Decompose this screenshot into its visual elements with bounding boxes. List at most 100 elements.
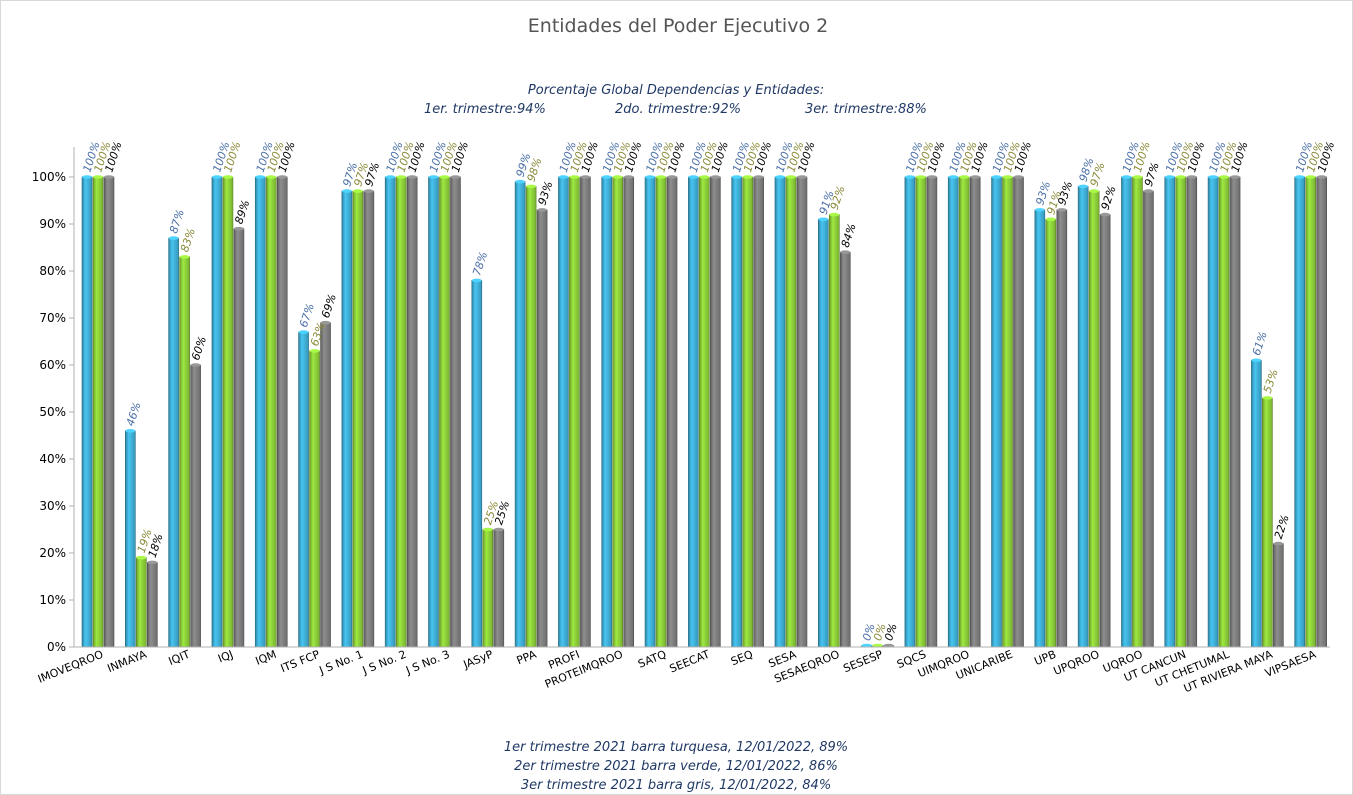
bar-cap [1186,175,1197,179]
bar-cap [1251,358,1262,363]
data-label: 78% [470,250,490,277]
bar-cap [1294,175,1305,179]
bar [958,176,970,648]
bar [352,190,364,648]
y-tick-label: 40% [39,452,66,466]
data-label: 46% [124,400,144,427]
bar-cap [309,349,320,353]
bar [699,176,710,648]
bar [1121,176,1132,648]
bar-cap [450,175,461,179]
y-tick-label: 100% [32,170,66,184]
bar [341,190,353,648]
bar-cap [233,226,244,231]
x-tick-label: J S No. 1 [317,648,365,678]
data-label: 92% [828,184,848,211]
bar [222,176,234,648]
bar-cap [688,175,699,179]
bar-cap [93,175,103,179]
bar-cap [1230,175,1241,179]
bar-cap [861,643,872,648]
bar [179,256,190,648]
bar [655,176,667,648]
bar-cap [82,175,92,179]
x-tick-label: IQM [254,648,279,668]
x-tick-label: SATQ [636,648,668,671]
bar [265,176,277,648]
bar-cap [1013,175,1024,179]
bar-cap [959,175,970,179]
bar [428,176,439,648]
data-label: 93% [1055,180,1075,207]
bar-cap [601,175,612,179]
bar-cap [840,250,851,254]
bar [125,430,136,648]
bar [136,557,147,648]
bar [103,176,115,648]
x-tick-label: JASyP [461,648,496,672]
bar [320,322,331,648]
bar-cap [147,560,158,565]
bar [612,176,624,648]
data-label: 22% [1272,513,1292,540]
bar [471,280,483,648]
bar [147,562,158,648]
bar-cap [926,175,937,179]
bar-cap [1045,217,1056,222]
bar-cap [1273,541,1284,546]
bar [298,331,309,648]
bar-cap [580,175,591,179]
bar-cap [1089,189,1100,193]
bar-cap [1100,212,1111,217]
bar-cap [1219,175,1230,179]
bar [1099,214,1111,648]
bar [1077,186,1089,648]
bar-cap [298,330,309,334]
subtitle-q2: 2do. trimestre:92% [615,102,741,117]
bar [1132,176,1143,648]
subtitle-q1: 1er. trimestre:94% [424,102,546,117]
bar-cap [710,175,721,179]
data-label: 0% [882,622,900,643]
bar [666,176,678,648]
x-tick-label: PPA [515,648,539,668]
bar [1002,176,1013,648]
bar [1207,176,1219,648]
bar [1229,176,1241,648]
bar [233,228,245,648]
bar-cap [179,255,190,259]
x-tick-label: IQJ [216,648,235,666]
footer-line-3: 3er trimestre 2021 barra gris, 12/01/202… [521,778,831,793]
chart-subtitle: Porcentaje Global Dependencias y Entidad… [528,83,824,98]
bar [384,176,396,648]
bar [828,214,840,648]
bar-cap [482,527,493,532]
bar [92,176,104,648]
bar-cap [255,175,266,179]
bar [969,176,981,648]
bar [839,251,851,648]
bar [482,529,494,648]
bar [1316,176,1327,648]
data-label: 0% [860,622,878,643]
bar-cap [363,189,374,193]
bar [1305,176,1316,648]
bar [254,176,266,648]
bar [493,529,505,648]
bar-cap [1262,396,1273,400]
bar-cap [1056,208,1067,212]
bar-cap [645,175,656,179]
bar [926,176,938,648]
bar [731,176,742,648]
bar-cap [266,175,277,179]
data-label: 69% [319,292,339,319]
bar [915,176,927,648]
bar-cap [558,175,569,179]
bars [81,175,1327,648]
bar-cap [537,208,548,212]
bar-cap [904,175,915,179]
x-tick-label: J S No. 3 [403,648,451,678]
bar [525,186,537,648]
bar-cap [1208,175,1219,179]
